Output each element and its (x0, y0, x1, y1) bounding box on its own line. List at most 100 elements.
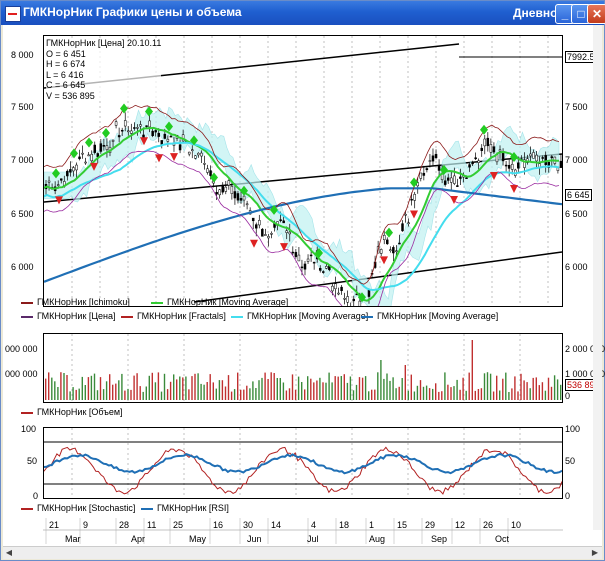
price-candle-body (331, 285, 334, 292)
fractal-down-marker (380, 256, 388, 265)
legend-ma-cyan[interactable]: ГМКНорНик [Moving Average] (231, 311, 368, 321)
price-candle-body (395, 250, 398, 252)
legend-rsi[interactable]: ГМКНорНик [RSI] (141, 503, 229, 513)
osc-axis-left-100: 100 (21, 424, 37, 434)
price-candle-body (483, 138, 487, 147)
date-day-label: 1 (369, 520, 374, 530)
scroll-right-icon[interactable]: ▶ (591, 548, 599, 557)
chart-client-area: 8 000 7 500 7 000 6 500 6 000 ГМКНорНик … (3, 25, 605, 559)
date-day-label: 10 (511, 520, 521, 530)
price-candle-body (279, 219, 282, 221)
fractal-down-marker (90, 162, 98, 171)
price-candle-body (203, 163, 206, 165)
volume-bar (301, 382, 303, 400)
legend-ma-green-label: ГМКНорНик [Moving Average] (167, 297, 289, 307)
price-candle-body (468, 164, 471, 168)
date-day-label: 26 (483, 520, 493, 530)
price-candle-body (450, 177, 453, 183)
price-candle-body (197, 152, 200, 156)
title-bar[interactable]: ГМКНорНик Графики цены и объема Дневной … (1, 1, 605, 25)
volume-bar (81, 376, 83, 400)
price-candle-body (245, 203, 249, 206)
vertical-scrollbar-strip[interactable] (593, 25, 602, 530)
period-label[interactable]: Дневной (513, 6, 565, 20)
price-candle-body (258, 220, 261, 226)
price-candle-body (358, 300, 362, 306)
price-candle-body (215, 192, 218, 195)
volume-bar (331, 382, 333, 400)
horizontal-scrollbar[interactable]: ◀ ▶ (3, 546, 602, 559)
price-candle-body (151, 130, 154, 137)
volume-bar (511, 388, 513, 400)
price-candle-body (239, 198, 243, 201)
volume-bar (432, 388, 434, 400)
price-candle-body (492, 146, 496, 153)
legend-ma-blue-swatch (361, 315, 373, 318)
volume-bar (520, 373, 522, 400)
volume-bar (291, 374, 294, 400)
price-candle-body (81, 152, 84, 155)
price-chart-panel[interactable]: ГМКНорНик [Цена] 20.10.11 O = 6 451 H = … (43, 35, 563, 307)
price-candle-body (498, 149, 502, 152)
volume-bar (154, 382, 157, 400)
volume-bar (173, 374, 175, 400)
fractal-up-marker (210, 172, 218, 183)
price-candle-body (187, 151, 191, 155)
legend-volume[interactable]: ГМКНорНик [Объем] (21, 407, 123, 417)
legend-ma-green[interactable]: ГМКНорНик [Moving Average] (151, 297, 288, 307)
fractal-down-marker (280, 243, 288, 252)
price-candle-body (285, 230, 288, 233)
price-candle-body (227, 180, 231, 186)
legend-fractals[interactable]: ГМКНорНик [Fractals] (121, 311, 226, 321)
stochastic-line (44, 446, 562, 495)
price-candle-body (209, 170, 212, 176)
legend-stochastic[interactable]: ГМКНорНик [Stochastic] (21, 503, 135, 513)
price-chart-canvas[interactable] (44, 36, 562, 306)
price-axis-left-8000: 8 000 (11, 50, 34, 60)
volume-bar (310, 378, 312, 400)
volume-bar (75, 389, 77, 400)
price-candle-body (251, 217, 255, 222)
price-candle-body (102, 145, 106, 147)
price-candle-body (471, 162, 474, 165)
price-candle-body (56, 184, 60, 186)
info-open: O = 6 451 (46, 48, 86, 59)
volume-bar (459, 389, 461, 400)
volume-bar (389, 380, 391, 400)
price-axis-right-7500: 7 500 (565, 102, 588, 112)
legend-price[interactable]: ГМКНорНик [Цена] (21, 311, 116, 321)
fractal-down-marker (140, 137, 148, 146)
price-candle-body (154, 130, 157, 133)
oscillator-canvas[interactable] (44, 428, 562, 498)
volume-bar (398, 386, 400, 400)
price-candle-body (392, 247, 395, 254)
date-month-label: May (189, 534, 207, 544)
volume-bar (258, 380, 260, 400)
volume-bar (386, 373, 388, 400)
volume-bar (404, 365, 406, 400)
scroll-left-icon[interactable]: ◀ (5, 548, 13, 557)
volume-bar (215, 388, 217, 400)
volume-bar (444, 372, 446, 400)
volume-bar (532, 377, 534, 400)
volume-chart-canvas[interactable] (44, 334, 562, 402)
price-candle-body (224, 186, 228, 192)
price-candle-body (410, 198, 413, 201)
volume-bar (176, 379, 178, 400)
legend-ichimoku[interactable]: ГМКНорНик [Ichimoku] (21, 297, 130, 307)
fractal-up-marker (70, 148, 78, 159)
fractal-up-marker (120, 103, 128, 114)
price-candle-body (459, 176, 462, 179)
volume-chart-panel[interactable] (43, 333, 563, 403)
volume-bar (410, 374, 412, 400)
price-candle-body (529, 153, 532, 157)
legend-ma-blue[interactable]: ГМКНорНик [Moving Average] (361, 311, 498, 321)
volume-bar (297, 376, 300, 400)
price-candle-body (66, 170, 69, 177)
volume-bar (276, 378, 278, 400)
volume-bar (166, 389, 169, 400)
close-button[interactable]: ✕ (587, 4, 605, 24)
volume-bar (200, 383, 202, 400)
price-axis-right-7000: 7 000 (565, 155, 588, 165)
oscillator-panel[interactable] (43, 427, 563, 499)
